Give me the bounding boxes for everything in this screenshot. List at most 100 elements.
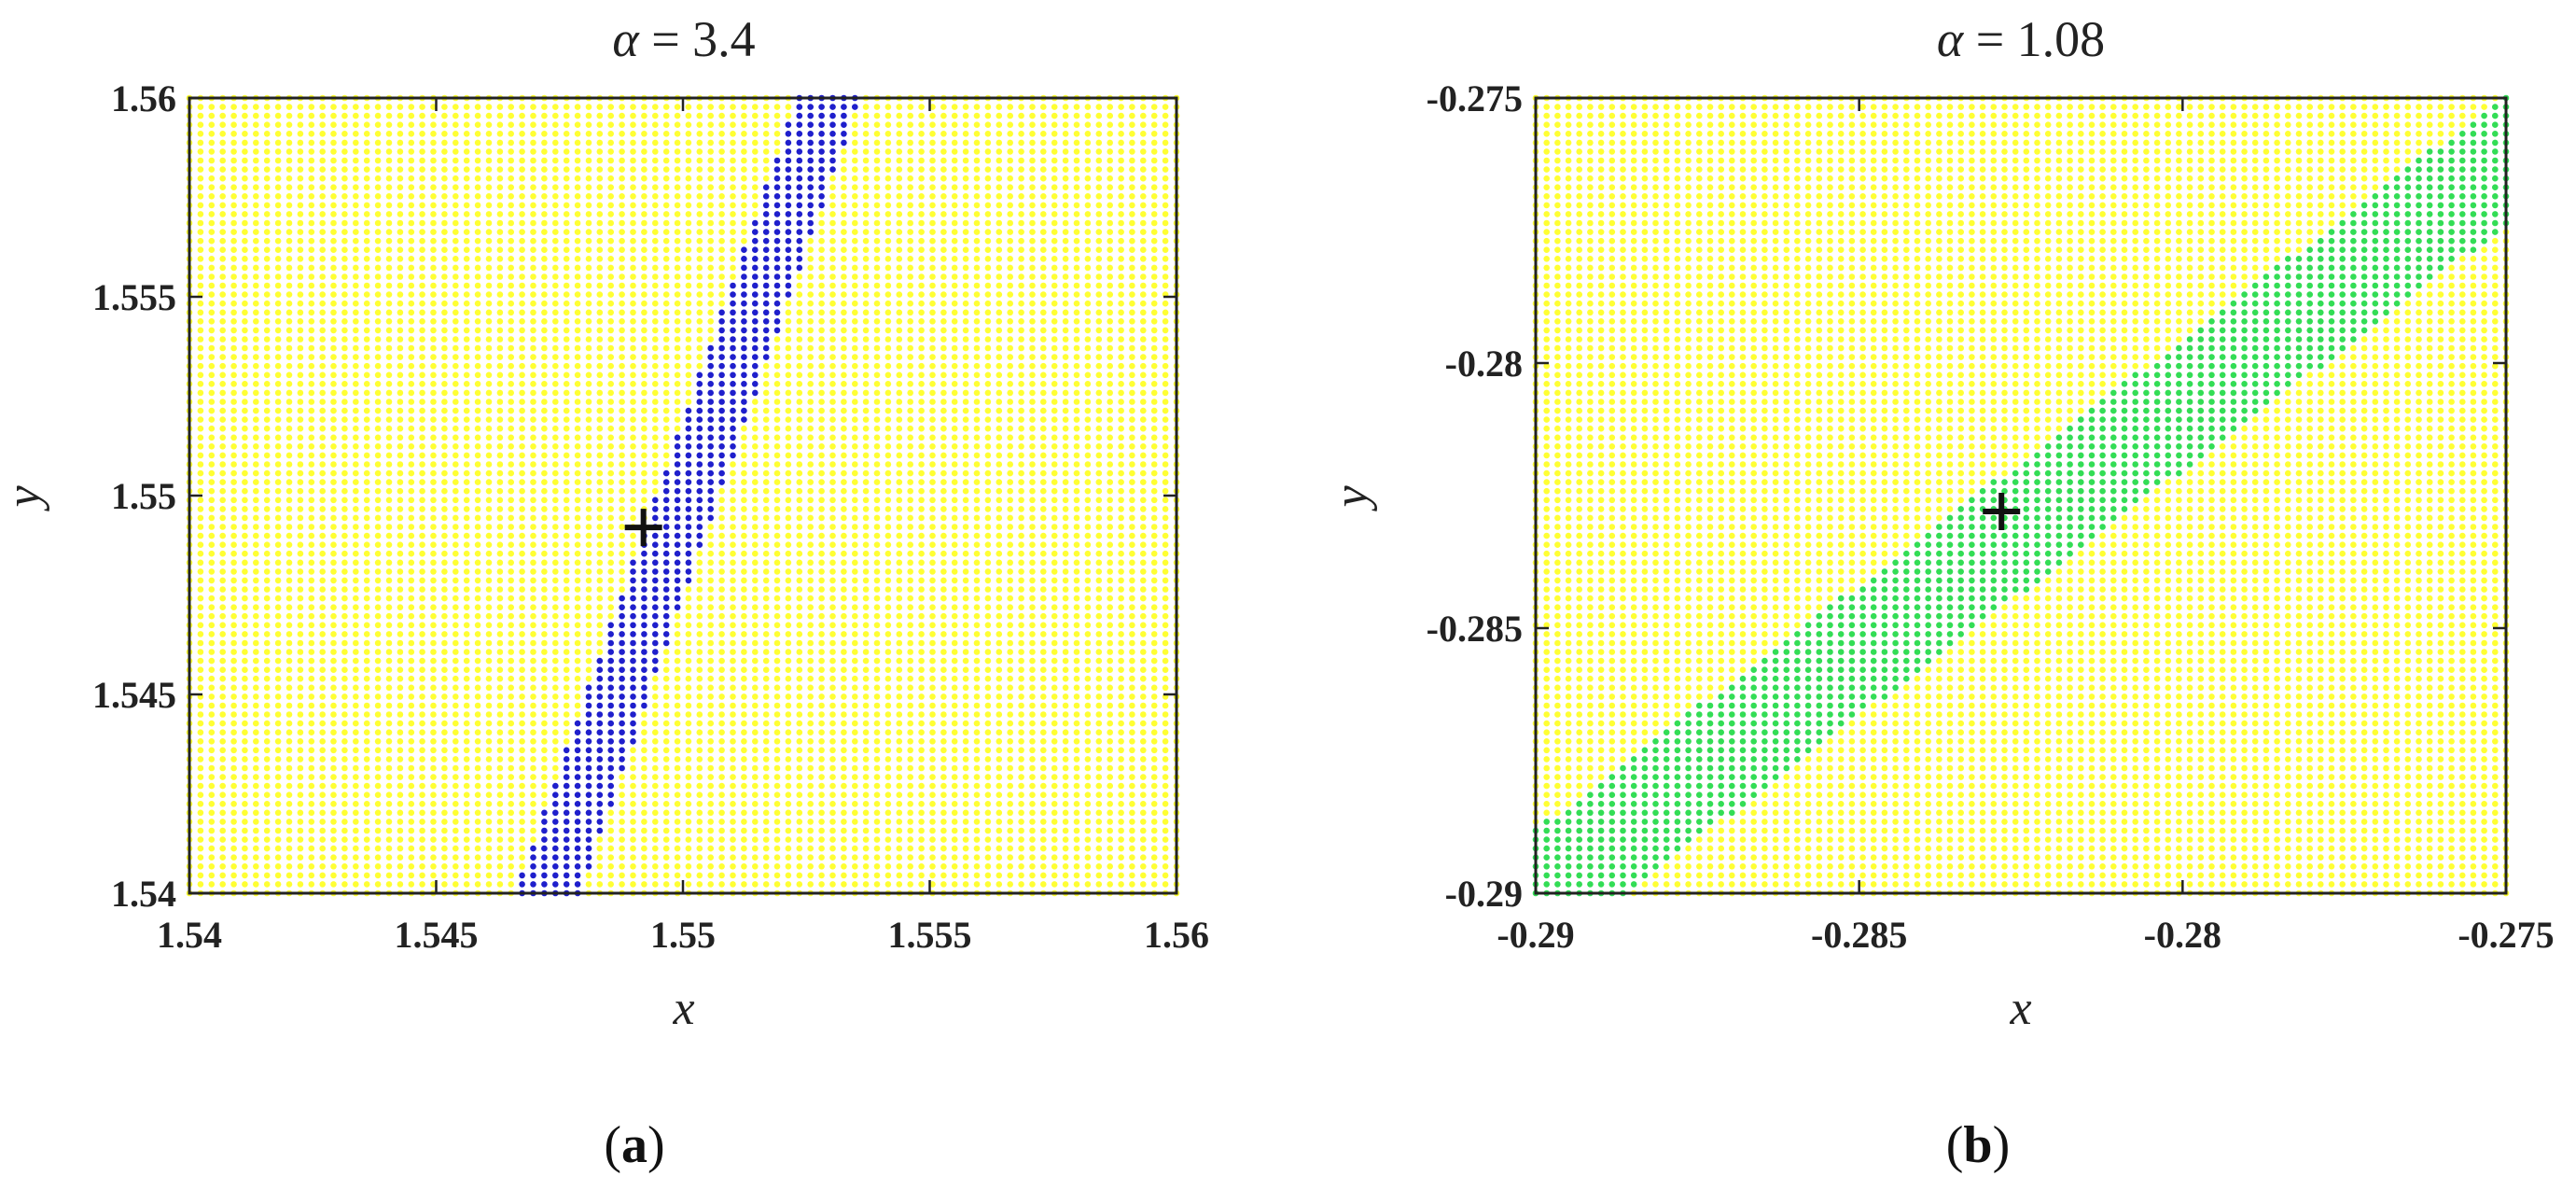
background-point bbox=[430, 622, 437, 629]
background-point bbox=[408, 309, 415, 316]
background-point bbox=[596, 872, 604, 879]
background-point bbox=[641, 104, 647, 110]
background-point bbox=[474, 881, 481, 888]
background-point bbox=[197, 452, 204, 459]
background-point bbox=[574, 702, 581, 709]
background-point bbox=[785, 845, 792, 852]
background-point bbox=[363, 166, 370, 173]
background-point bbox=[463, 399, 470, 405]
background-point bbox=[485, 487, 493, 495]
background-point bbox=[519, 399, 525, 405]
background-point bbox=[197, 738, 204, 745]
band-point bbox=[696, 532, 703, 539]
background-point bbox=[607, 148, 614, 155]
background-point bbox=[674, 872, 681, 879]
background-point bbox=[230, 229, 237, 235]
background-point bbox=[285, 407, 293, 414]
background-point bbox=[707, 684, 714, 692]
background-point bbox=[363, 211, 370, 217]
background-point bbox=[674, 738, 681, 745]
background-point bbox=[463, 729, 470, 735]
background-point bbox=[662, 336, 670, 343]
background-point bbox=[519, 506, 525, 512]
background-point bbox=[419, 291, 425, 298]
background-point bbox=[641, 764, 647, 772]
background-point bbox=[485, 399, 493, 405]
background-point bbox=[197, 801, 204, 807]
background-point bbox=[274, 666, 282, 673]
background-point bbox=[474, 425, 481, 432]
band-point bbox=[652, 631, 659, 637]
background-point bbox=[453, 819, 459, 825]
background-point bbox=[619, 407, 625, 414]
background-point bbox=[208, 524, 216, 530]
background-point bbox=[563, 264, 570, 272]
background-point bbox=[285, 139, 293, 147]
background-point bbox=[496, 514, 504, 522]
background-point bbox=[330, 497, 337, 504]
background-point bbox=[541, 604, 548, 610]
background-point bbox=[297, 506, 304, 512]
background-point bbox=[685, 845, 692, 852]
background-point bbox=[762, 702, 770, 709]
background-point bbox=[297, 845, 304, 852]
background-point bbox=[308, 362, 315, 370]
background-point bbox=[741, 550, 747, 557]
background-point bbox=[552, 541, 559, 548]
background-point bbox=[530, 148, 536, 155]
background-point bbox=[319, 791, 327, 798]
background-point bbox=[374, 764, 382, 772]
background-point bbox=[563, 362, 570, 370]
background-point bbox=[274, 282, 282, 289]
background-point bbox=[496, 639, 504, 647]
background-point bbox=[574, 131, 581, 137]
background-point bbox=[397, 112, 404, 119]
background-point bbox=[773, 631, 781, 637]
background-point bbox=[285, 469, 293, 477]
background-point bbox=[696, 791, 703, 798]
background-point bbox=[341, 202, 348, 209]
background-point bbox=[674, 139, 681, 147]
background-point bbox=[718, 666, 725, 673]
background-point bbox=[219, 809, 226, 817]
background-point bbox=[308, 184, 315, 190]
background-point bbox=[730, 219, 736, 227]
background-point bbox=[197, 612, 204, 620]
band-point bbox=[630, 604, 636, 610]
background-point bbox=[319, 434, 327, 441]
band-point bbox=[641, 559, 647, 567]
background-point bbox=[385, 622, 393, 629]
band-point bbox=[707, 371, 714, 379]
background-point bbox=[718, 622, 725, 629]
background-point bbox=[696, 711, 703, 718]
background-point bbox=[463, 469, 470, 477]
background-point bbox=[363, 666, 370, 673]
background-point bbox=[285, 184, 293, 190]
background-point bbox=[696, 782, 703, 790]
background-point bbox=[519, 729, 525, 735]
band-point bbox=[696, 407, 703, 414]
background-point bbox=[297, 559, 304, 567]
background-point bbox=[741, 229, 747, 235]
background-point bbox=[785, 684, 792, 692]
background-point bbox=[363, 389, 370, 397]
background-point bbox=[619, 389, 625, 397]
band-point bbox=[752, 371, 759, 379]
background-point bbox=[219, 827, 226, 834]
background-point bbox=[453, 506, 459, 512]
background-point bbox=[730, 524, 736, 530]
background-point bbox=[242, 684, 248, 692]
background-point bbox=[219, 487, 226, 495]
background-point bbox=[330, 354, 337, 360]
background-point bbox=[453, 371, 459, 379]
background-point bbox=[762, 524, 770, 530]
background-point bbox=[408, 639, 415, 647]
background-point bbox=[385, 836, 393, 843]
background-point bbox=[441, 381, 448, 387]
band-point bbox=[696, 371, 703, 379]
background-point bbox=[563, 193, 570, 200]
background-point bbox=[707, 872, 714, 879]
background-point bbox=[752, 612, 759, 620]
background-point bbox=[530, 246, 536, 254]
background-point bbox=[596, 604, 604, 610]
